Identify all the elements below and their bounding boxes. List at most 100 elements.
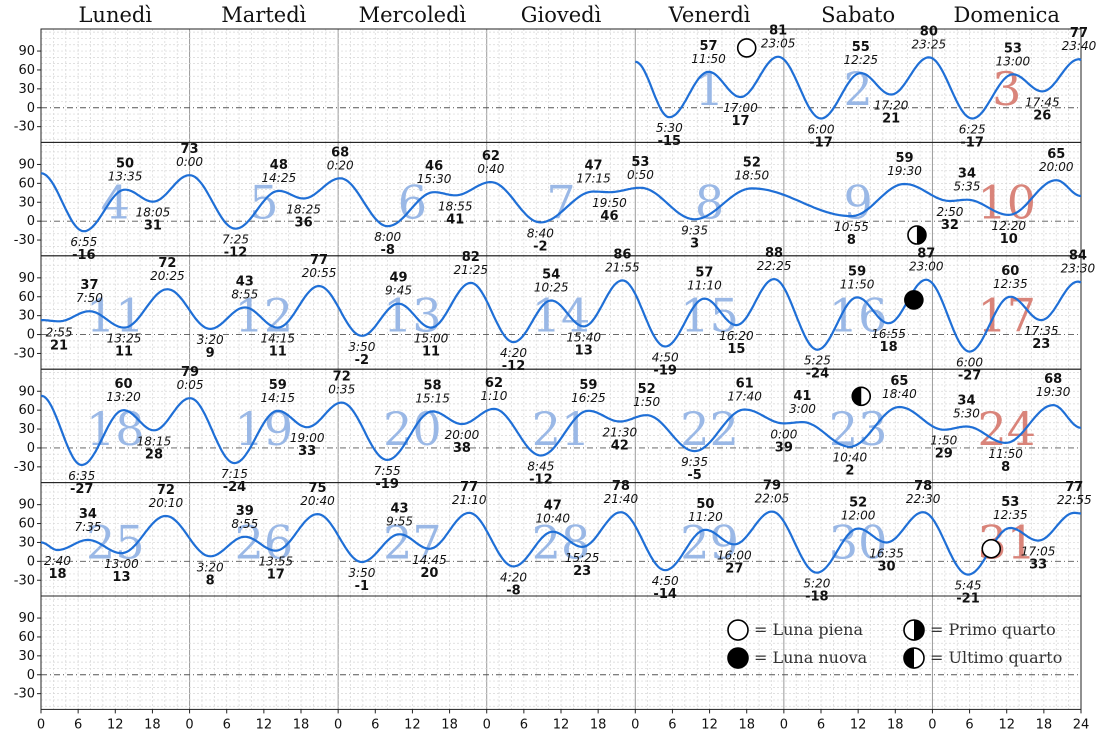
x-tick-label: 6 xyxy=(520,717,528,732)
x-tick-label: 18 xyxy=(441,717,458,732)
axis-layer: Lunedì Martedì Mercoledì Giovedì Venerdì Saba… xyxy=(14,3,1090,732)
y-tick-label: -30 xyxy=(14,346,35,361)
high-tide-time: 18:50 xyxy=(735,168,770,182)
high-tide-time: 16:25 xyxy=(571,391,606,405)
x-tick-label: 12 xyxy=(850,717,867,732)
high-tide-time: 18:40 xyxy=(882,387,917,401)
y-tick-label: 0 xyxy=(27,214,35,229)
low-tide-value: 18 xyxy=(48,567,66,582)
high-tide-time: 3:00 xyxy=(789,402,816,416)
high-tide-time: 21:55 xyxy=(605,260,640,274)
high-tide-time: 5:30 xyxy=(953,407,980,421)
high-tide-value: 34 xyxy=(958,167,976,182)
low-tide-value: -27 xyxy=(70,482,94,497)
low-tide-time: 5:20 xyxy=(803,577,830,591)
low-tide-time: 17:00 xyxy=(723,101,758,115)
low-tide-time: 6:55 xyxy=(70,235,97,249)
day-number: 21 xyxy=(532,402,591,456)
low-tide-value: -8 xyxy=(380,243,394,258)
high-tide-value: 52 xyxy=(743,155,761,170)
weekday-header: Giovedì xyxy=(521,3,602,27)
day-number: 30 xyxy=(829,515,888,569)
low-tide-value: 33 xyxy=(298,444,316,459)
x-tick-label: 6 xyxy=(668,717,676,732)
moon-new-icon xyxy=(727,647,749,669)
x-tick-label: 18 xyxy=(738,717,755,732)
day-number: 20 xyxy=(383,402,442,456)
low-tide-time: 15:40 xyxy=(566,330,601,344)
low-tide-value: 23 xyxy=(573,564,591,579)
moon-first-icon xyxy=(903,619,925,641)
y-tick-label: 0 xyxy=(27,554,35,569)
high-tide-value: 54 xyxy=(542,268,560,283)
high-tide-time: 22:05 xyxy=(755,492,790,506)
high-tide-time: 8:55 xyxy=(231,287,258,301)
high-tide-value: 77 xyxy=(460,480,478,495)
low-tide-time: 4:50 xyxy=(652,574,679,588)
low-tide-time: 12:20 xyxy=(991,219,1026,233)
tide-curve xyxy=(40,394,1082,467)
high-tide-value: 62 xyxy=(485,376,503,391)
low-tide-value: 28 xyxy=(145,447,163,462)
high-tide-value: 50 xyxy=(696,497,714,512)
high-tide-time: 7:50 xyxy=(76,291,103,305)
high-tide-time: 14:15 xyxy=(260,391,295,405)
low-tide-value: 11 xyxy=(115,345,133,360)
high-tide-value: 41 xyxy=(793,389,811,404)
moon-disc xyxy=(727,619,749,641)
low-tide-value: -2 xyxy=(533,239,547,254)
low-tide-value: 8 xyxy=(206,573,215,588)
y-tick-label: 60 xyxy=(18,176,35,191)
x-tick-label: 12 xyxy=(701,717,718,732)
x-tick-label: 18 xyxy=(293,717,310,732)
high-tide-value: 34 xyxy=(79,507,97,522)
high-tide-value: 79 xyxy=(181,365,199,380)
tide-curve xyxy=(635,55,1082,120)
high-tide-time: 23:30 xyxy=(1061,262,1096,276)
y-tick-label: -30 xyxy=(14,233,35,248)
high-tide-value: 78 xyxy=(914,479,932,494)
y-tick-label: 0 xyxy=(27,328,35,343)
low-tide-value: 11 xyxy=(422,345,440,360)
day-number: 13 xyxy=(383,289,442,343)
high-tide-value: 79 xyxy=(763,479,781,494)
high-tide-value: 80 xyxy=(920,24,938,39)
moon-full-icon xyxy=(736,38,757,58)
high-tide-value: 53 xyxy=(1001,495,1019,510)
low-tide-time: 17:05 xyxy=(1021,545,1056,559)
low-tide-value: -18 xyxy=(805,590,829,605)
moon-disc xyxy=(736,38,757,58)
tide-curve xyxy=(41,510,1081,576)
low-tide-time: 2:50 xyxy=(936,205,963,219)
low-tide-value: 42 xyxy=(611,438,629,453)
x-tick-label: 18 xyxy=(887,717,904,732)
high-tide-value: 59 xyxy=(579,378,597,393)
x-tick-label: 6 xyxy=(371,717,379,732)
low-tide-time: 7:15 xyxy=(221,467,248,481)
high-tide-time: 13:35 xyxy=(108,170,143,184)
high-tide-time: 7:35 xyxy=(74,520,101,534)
y-tick-label: 30 xyxy=(18,535,35,550)
low-tide-value: 21 xyxy=(50,338,68,353)
low-tide-time: 5:30 xyxy=(656,121,683,135)
low-tide-time: 1:50 xyxy=(930,434,957,448)
low-tide-value: 17 xyxy=(267,568,285,583)
high-tide-value: 53 xyxy=(1004,41,1022,56)
x-tick-label: 0 xyxy=(928,717,936,732)
low-tide-value: -5 xyxy=(687,468,701,483)
moon-half xyxy=(904,648,914,669)
high-tide-value: 72 xyxy=(158,256,176,271)
extreme-label-layer: 5:30-155711:5017:00178123:056:00-175512:… xyxy=(44,24,1097,607)
day-number: 1 xyxy=(695,62,724,116)
low-tide-time: 6:00 xyxy=(808,122,835,136)
high-tide-time: 17:15 xyxy=(576,172,611,186)
high-tide-value: 50 xyxy=(116,157,134,172)
low-tide-time: 9:35 xyxy=(681,223,708,237)
low-tide-value: 15 xyxy=(727,342,745,357)
high-tide-value: 77 xyxy=(1070,26,1088,41)
x-tick-label: 0 xyxy=(631,717,639,732)
low-tide-time: 4:50 xyxy=(652,351,679,365)
moon-full-icon xyxy=(981,538,1002,559)
y-tick-label: 90 xyxy=(18,384,35,399)
